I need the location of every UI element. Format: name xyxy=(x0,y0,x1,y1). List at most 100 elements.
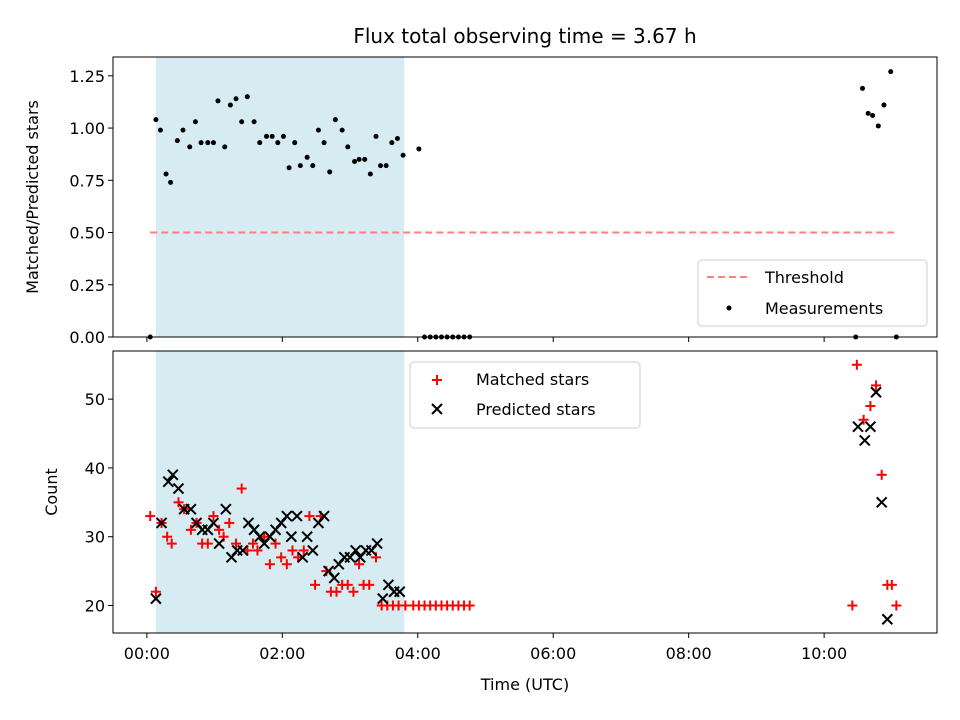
top-legend: Threshold Measurements xyxy=(697,259,928,327)
top-y-axis-label: Matched/Predicted stars xyxy=(23,100,42,294)
measurement-point xyxy=(870,113,876,119)
legend-matched-swatch xyxy=(432,375,442,385)
measurement-point xyxy=(192,119,198,125)
measurement-point xyxy=(378,163,384,169)
measurement-point xyxy=(416,146,422,152)
predicted-star-point xyxy=(172,482,185,495)
matched-star-point xyxy=(166,538,177,549)
predicted-star-point xyxy=(859,434,871,447)
top-x-ticks xyxy=(146,337,825,342)
measurement-point xyxy=(157,127,163,133)
top-y-tick-label: 0.00 xyxy=(69,328,105,347)
bottom-x-tick-label: 08:00 xyxy=(666,644,712,663)
measurement-point xyxy=(394,135,400,141)
top-y-tick-label: 1.00 xyxy=(69,119,105,138)
bottom-observing-span xyxy=(155,351,405,633)
measurement-point xyxy=(362,156,368,162)
top-observing-span xyxy=(155,57,405,337)
predicted-star-point xyxy=(875,496,888,509)
measurement-point xyxy=(227,102,233,108)
measurement-point xyxy=(233,96,239,102)
matched-star-point xyxy=(871,380,882,391)
measurement-point xyxy=(222,144,228,150)
measurement-point xyxy=(383,163,389,169)
measurement-point xyxy=(292,140,298,146)
matched-star-point xyxy=(202,538,213,549)
predicted-star-point xyxy=(162,475,175,488)
bottom-y-ticks: 20 30 40 50 xyxy=(85,390,113,615)
matched-star-point xyxy=(847,600,858,611)
bottom-x-tick-label: 00:00 xyxy=(124,644,170,663)
bottom-y-axis-label: Count xyxy=(42,468,61,516)
matched-star-point xyxy=(865,401,876,412)
measurement-point xyxy=(332,117,338,123)
measurement-point xyxy=(264,133,270,139)
bottom-x-tick-label: 04:00 xyxy=(395,644,441,663)
measurement-point xyxy=(327,169,333,175)
top-y-tick-label: 0.25 xyxy=(69,276,105,295)
measurement-point xyxy=(180,127,186,133)
matched-star-point xyxy=(287,545,298,556)
bottom-x-tick-label: 10:00 xyxy=(801,644,847,663)
measurement-point xyxy=(875,123,881,129)
measurement-point xyxy=(339,127,345,133)
measurement-point xyxy=(210,140,216,146)
top-legend-box xyxy=(697,259,928,327)
measurement-point xyxy=(860,85,866,91)
predicted-star-point xyxy=(285,531,298,543)
predicted-star-point xyxy=(393,586,406,598)
matched-star-point xyxy=(173,497,184,508)
matched-star-point xyxy=(162,531,173,542)
matched-star-point xyxy=(858,414,869,425)
measurement-point xyxy=(239,119,245,125)
predicted-star-point xyxy=(852,420,864,433)
measurement-point xyxy=(275,140,281,146)
predicted-star-point xyxy=(167,469,179,481)
bottom-x-axis-label: Time (UTC) xyxy=(480,675,569,694)
predicted-star-point xyxy=(318,510,330,522)
bottom-legend: Matched stars Predicted stars xyxy=(409,361,641,429)
bottom-y-tick-label: 30 xyxy=(85,528,105,547)
matched-star-point xyxy=(276,552,287,563)
predicted-star-point xyxy=(328,572,340,584)
measurement-point xyxy=(356,156,362,162)
top-y-tick-label: 1.25 xyxy=(69,67,105,86)
predicted-star-point xyxy=(301,531,313,543)
measurement-point xyxy=(168,179,174,185)
matched-star-point xyxy=(231,538,242,549)
matched-star-point xyxy=(354,559,365,570)
measurement-point xyxy=(367,171,373,177)
measurement-point xyxy=(315,127,321,133)
legend-measurements-swatch xyxy=(726,305,732,311)
measurement-point xyxy=(198,140,204,146)
measurement-point xyxy=(205,140,211,146)
predicted-star-point xyxy=(371,537,383,550)
measurement-point xyxy=(269,133,275,139)
measurement-point xyxy=(280,133,286,139)
measurement-point xyxy=(163,171,169,177)
predicted-star-point xyxy=(377,592,389,605)
top-plot-marks xyxy=(147,69,899,340)
measurement-point xyxy=(244,94,250,100)
measurement-point xyxy=(865,110,871,116)
top-y-tick-label: 0.50 xyxy=(69,224,105,243)
matched-star-point xyxy=(281,559,292,570)
matched-star-point xyxy=(342,579,353,590)
matched-star-point xyxy=(145,511,156,522)
matched-star-point xyxy=(464,600,475,611)
legend-measurements-label: Measurements xyxy=(765,299,883,318)
legend-predicted-label: Predicted stars xyxy=(476,400,596,419)
measurement-point xyxy=(304,154,310,160)
measurement-point xyxy=(215,98,221,104)
matched-star-point xyxy=(270,538,281,549)
matched-star-point xyxy=(298,545,309,556)
top-axes-frame xyxy=(112,56,938,338)
predicted-star-point xyxy=(864,420,877,433)
matched-star-point xyxy=(185,524,196,535)
matched-star-point xyxy=(224,517,235,528)
measurement-point xyxy=(881,102,887,108)
matched-star-point xyxy=(208,511,219,522)
top-y-tick-label: 0.75 xyxy=(69,171,105,190)
